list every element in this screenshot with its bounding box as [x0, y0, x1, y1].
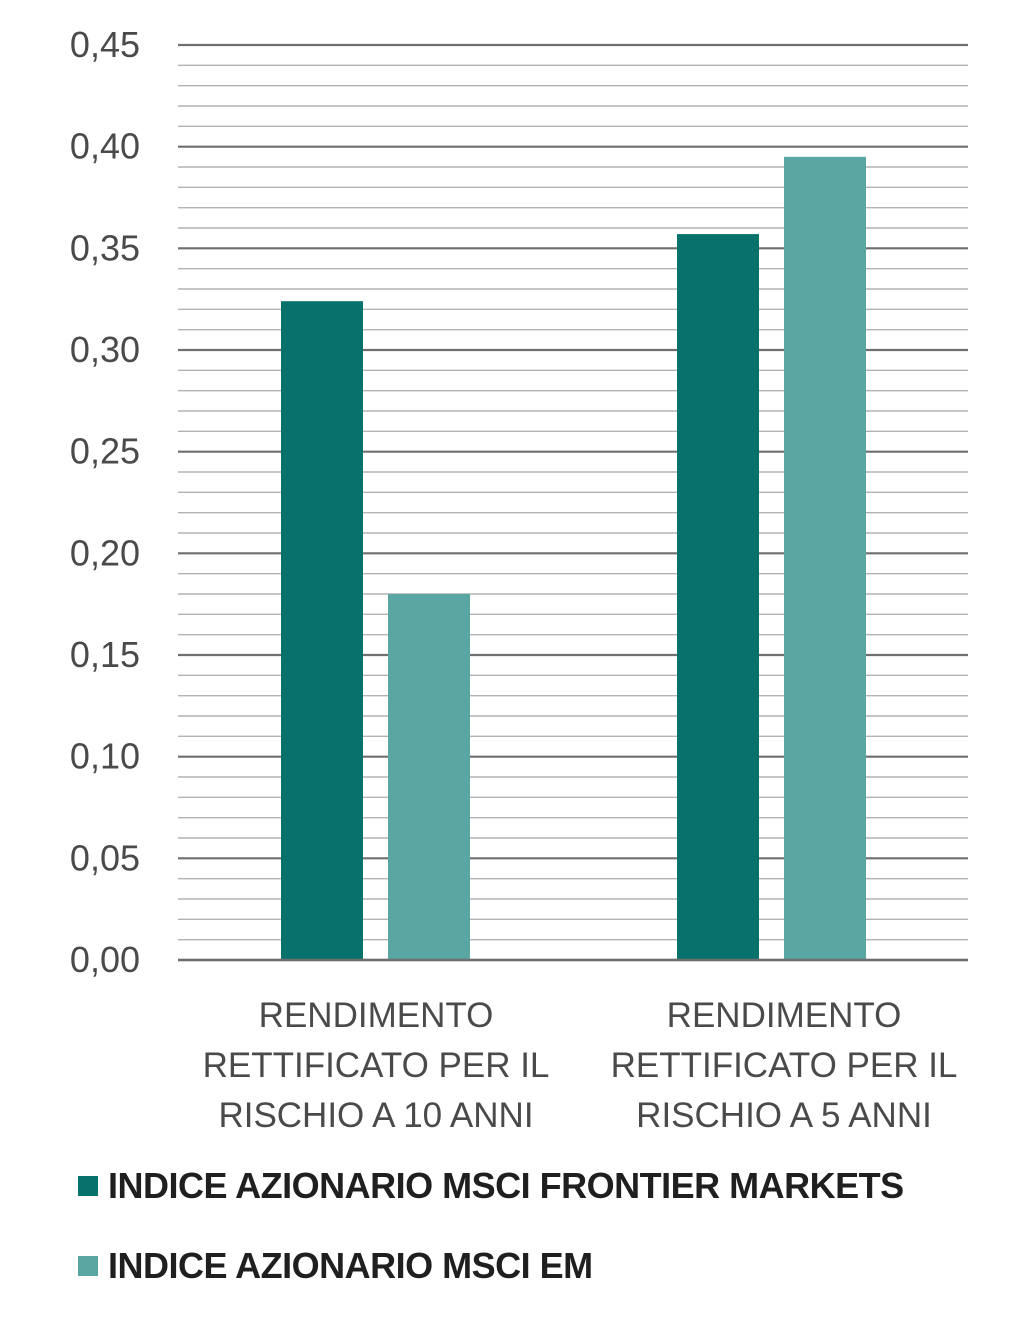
legend-swatch-frontier [78, 1176, 98, 1196]
y-axis-tick-labels: 0,00 0,05 0,10 0,15 0,20 0,25 0,30 0,35 0,40 0,45 [70, 24, 140, 980]
x-axis-category-labels: RENDIMENTO RETTIFICATO PER IL RISCHIO A 10… [203, 996, 958, 1135]
x-category-label: RISCHIO A 5 ANNI [636, 1096, 932, 1135]
y-tick-label: 0,00 [70, 939, 140, 980]
bar-frontier-5y [677, 234, 759, 961]
y-tick-label: 0,25 [70, 431, 140, 472]
bar-em-10y [388, 594, 470, 960]
y-tick-label: 0,05 [70, 837, 140, 878]
bars [178, 156, 968, 962]
bar-em-5y [784, 156, 866, 961]
x-category-label: RENDIMENTO [667, 996, 902, 1035]
y-tick-label: 0,15 [70, 634, 140, 675]
legend-item-frontier: INDICE AZIONARIO MSCI FRONTIER MARKETS [78, 1158, 1018, 1214]
legend-label-em: INDICE AZIONARIO MSCI EM [108, 1245, 593, 1286]
y-tick-label: 0,30 [70, 329, 140, 370]
y-tick-label: 0,20 [70, 532, 140, 573]
x-category-label: RISCHIO A 10 ANNI [218, 1096, 533, 1135]
bar-frontier-10y [281, 301, 363, 960]
legend-swatch-em [78, 1256, 98, 1276]
x-category-label: RETTIFICATO PER IL [203, 1046, 550, 1085]
y-tick-label: 0,35 [70, 227, 140, 268]
y-tick-label: 0,45 [70, 24, 140, 65]
y-tick-label: 0,10 [70, 736, 140, 777]
x-category-label: RENDIMENTO [259, 996, 494, 1035]
y-tick-label: 0,40 [70, 126, 140, 167]
legend-item-em: INDICE AZIONARIO MSCI EM [78, 1238, 1018, 1294]
legend: INDICE AZIONARIO MSCI FRONTIER MARKETS I… [78, 1158, 1018, 1318]
x-category-label: RETTIFICATO PER IL [611, 1046, 958, 1085]
legend-label-frontier: INDICE AZIONARIO MSCI FRONTIER MARKETS [108, 1165, 904, 1206]
